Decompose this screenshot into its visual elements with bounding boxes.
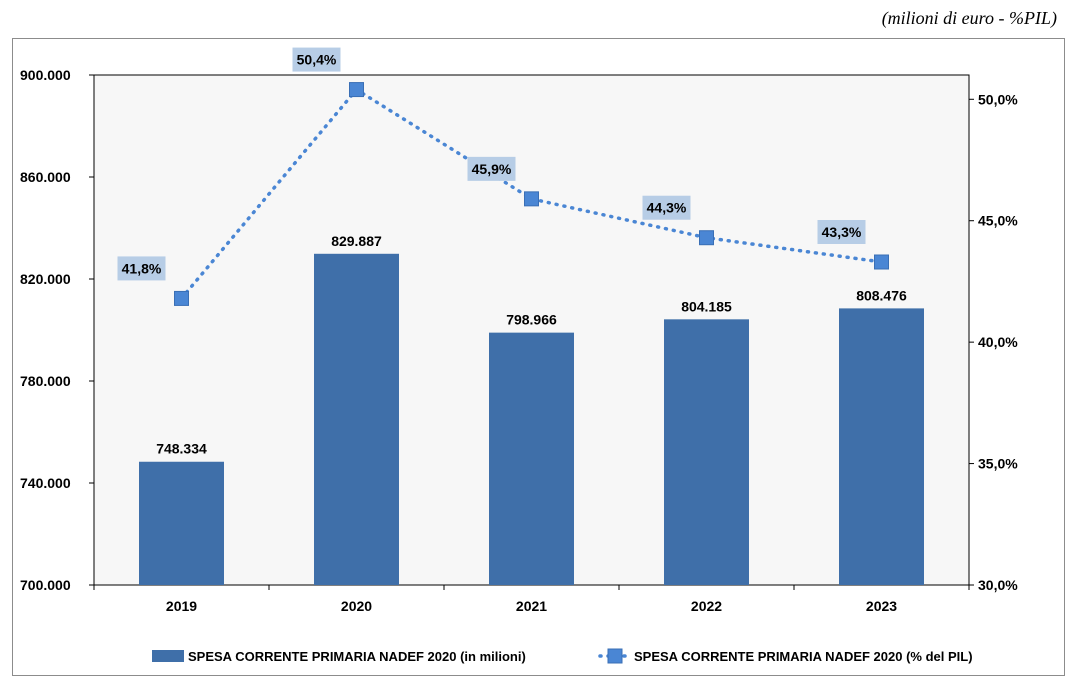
pct-marker [524, 191, 539, 207]
y-right-tick-label: 50,0% [978, 91, 1018, 107]
bar-value-label: 748.334 [156, 441, 207, 457]
y-right-tick-label: 30,0% [978, 577, 1018, 593]
pct-marker [874, 254, 889, 270]
y-right-tick-label: 35,0% [978, 456, 1018, 472]
chart-frame [12, 38, 1065, 676]
y-left-tick-label: 860.000 [20, 169, 71, 185]
x-tick-label: 2019 [166, 598, 197, 614]
y-right-tick-label: 40,0% [978, 334, 1018, 350]
y-left-tick-label: 780.000 [20, 373, 71, 389]
pct-marker [174, 290, 189, 306]
pct-label-box [642, 195, 691, 220]
bar-value-label: 804.185 [681, 298, 732, 314]
bar-value-label: 808.476 [856, 287, 907, 303]
unit-note: (milioni di euro - %PIL) [881, 8, 1057, 28]
pct-label-box [467, 156, 516, 181]
x-tick-label: 2022 [691, 598, 722, 614]
pct-label-box [817, 220, 866, 244]
legend-bar-label: SPESA CORRENTE PRIMARIA NADEF 2020 (in m… [188, 649, 526, 664]
y-left-tick-label: 900.000 [20, 67, 71, 83]
pct-label: 44,3% [647, 200, 687, 216]
legend-line-marker [607, 648, 623, 664]
pct-marker [349, 82, 364, 98]
legend-line-label: SPESA CORRENTE PRIMARIA NADEF 2020 (% de… [634, 649, 973, 664]
pct-label: 45,9% [472, 161, 512, 177]
bar-value-label: 829.887 [331, 233, 382, 249]
bar [489, 332, 574, 585]
x-tick-label: 2021 [516, 598, 547, 614]
bar [839, 308, 924, 585]
y-left-tick-label: 820.000 [20, 271, 71, 287]
y-left-tick-label: 740.000 [20, 475, 71, 491]
pct-label-box [117, 256, 166, 281]
pct-marker [699, 230, 714, 246]
bar-value-label: 798.966 [506, 312, 557, 328]
bar [314, 253, 399, 585]
pct-label: 41,8% [122, 260, 162, 276]
legend-bar-swatch [152, 650, 184, 662]
y-right-tick-label: 45,0% [978, 213, 1018, 229]
pct-label-box [292, 47, 341, 72]
bar [664, 319, 749, 585]
y-left-tick-label: 700.000 [20, 577, 71, 593]
bar [139, 461, 224, 585]
pct-label: 50,4% [297, 52, 337, 68]
pct-label: 43,3% [822, 224, 862, 240]
x-tick-label: 2023 [866, 598, 897, 614]
x-tick-label: 2020 [341, 598, 372, 614]
